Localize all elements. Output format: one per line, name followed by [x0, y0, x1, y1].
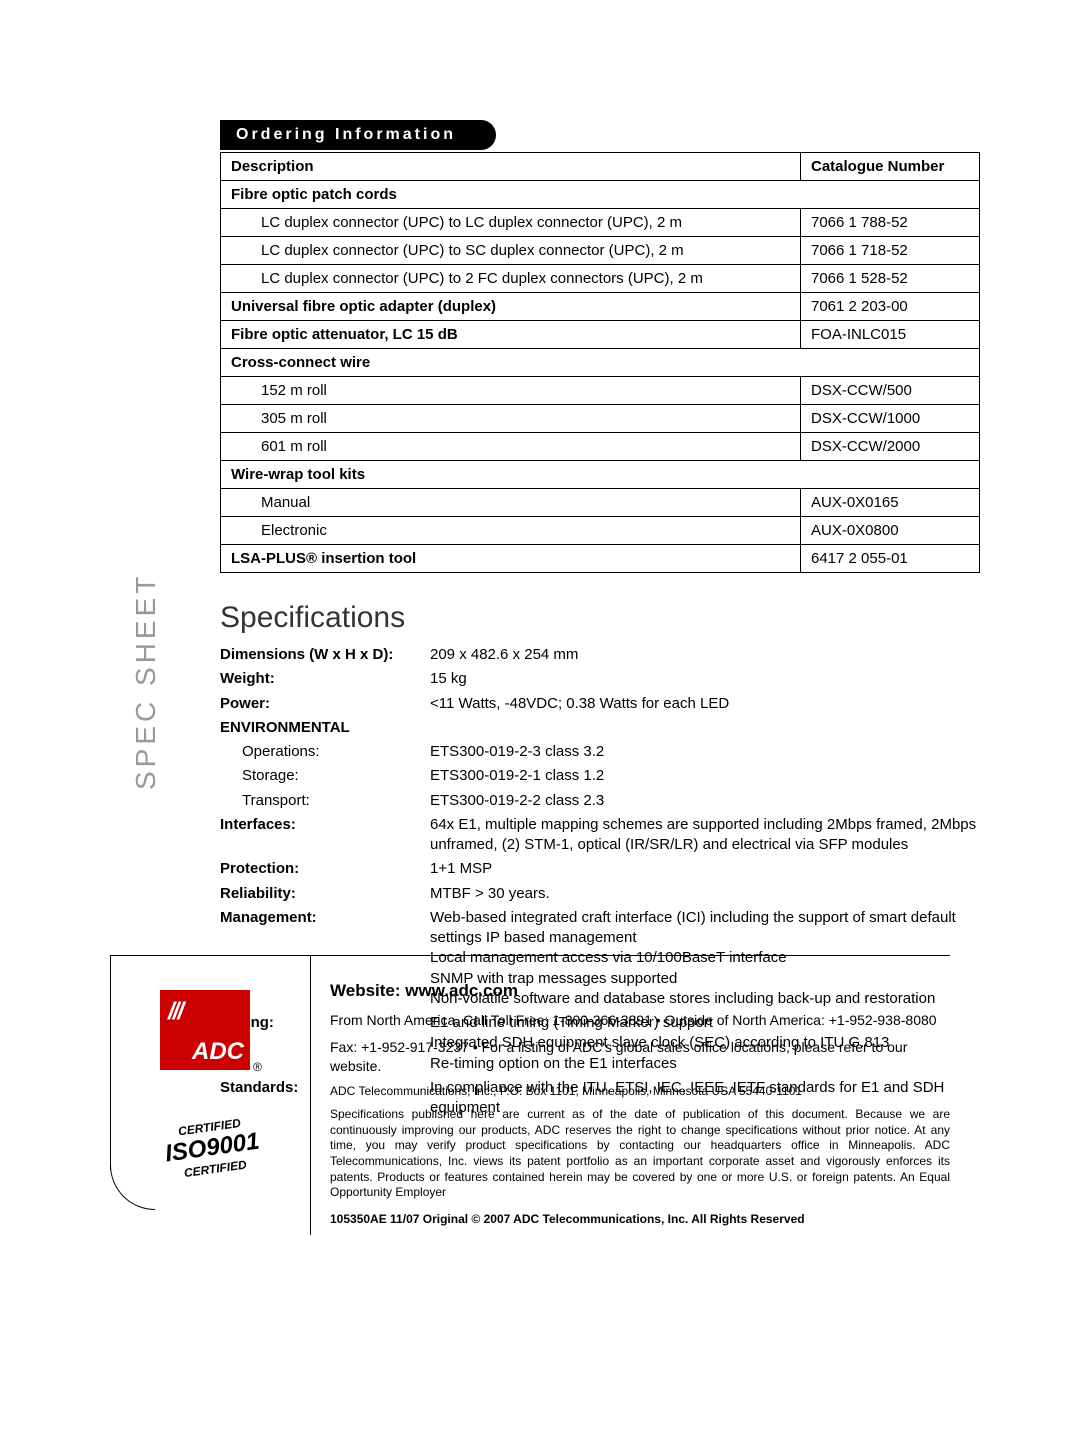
- spec-label: Reliability:: [220, 884, 430, 904]
- spec-row: ENVIRONMENTAL: [220, 718, 980, 738]
- row-description: LC duplex connector (UPC) to LC duplex c…: [221, 209, 801, 237]
- row-catalogue: 7066 1 528-52: [801, 265, 980, 293]
- table-row: 152 m rollDSX-CCW/500: [221, 377, 980, 405]
- spec-value: <11 Watts, -48VDC; 0.38 Watts for each L…: [430, 694, 980, 714]
- doc-number: 105350AE 11/07 Original © 2007 ADC Telec…: [330, 1211, 950, 1227]
- row-catalogue: 6417 2 055-01: [801, 545, 980, 573]
- spec-label: Storage:: [220, 766, 430, 786]
- footer: /// ADC CERTIFIED ISO9001 CERTIFIED Webs…: [130, 980, 950, 1235]
- spec-row: Power:<11 Watts, -48VDC; 0.38 Watts for …: [220, 694, 980, 714]
- spec-value: ETS300-019-2-1 class 1.2: [430, 766, 980, 786]
- spec-label: Power:: [220, 694, 430, 714]
- row-catalogue: DSX-CCW/2000: [801, 433, 980, 461]
- spec-row: Dimensions (W x H x D):209 x 482.6 x 254…: [220, 645, 980, 665]
- address-line: ADC Telecommunications, Inc., P.O. Box 1…: [330, 1084, 950, 1100]
- logo-text: ADC: [192, 1038, 244, 1066]
- row-description: Manual: [221, 489, 801, 517]
- spec-label: ENVIRONMENTAL: [220, 718, 430, 738]
- table-row: LSA-PLUS® insertion tool6417 2 055-01: [221, 545, 980, 573]
- spec-value: MTBF > 30 years.: [430, 884, 980, 904]
- table-row: Fibre optic attenuator, LC 15 dBFOA-INLC…: [221, 321, 980, 349]
- row-catalogue: AUX-0X0800: [801, 517, 980, 545]
- row-catalogue: 7066 1 718-52: [801, 237, 980, 265]
- spec-row: Operations:ETS300-019-2-3 class 3.2: [220, 742, 980, 762]
- row-catalogue: DSX-CCW/1000: [801, 405, 980, 433]
- row-description: Wire-wrap tool kits: [221, 461, 980, 489]
- col-catalogue: Catalogue Number: [801, 153, 980, 181]
- side-label: SPEC SHEET: [130, 573, 162, 790]
- col-description: Description: [221, 153, 801, 181]
- spec-row: Storage:ETS300-019-2-1 class 1.2: [220, 766, 980, 786]
- table-row: Wire-wrap tool kits: [221, 461, 980, 489]
- ordering-table: Description Catalogue Number Fibre optic…: [220, 152, 980, 573]
- row-description: LSA-PLUS® insertion tool: [221, 545, 801, 573]
- row-description: LC duplex connector (UPC) to 2 FC duplex…: [221, 265, 801, 293]
- spec-value: 1+1 MSP: [430, 859, 980, 879]
- iso-badge: CERTIFIED ISO9001 CERTIFIED: [162, 1114, 264, 1183]
- spec-value: ETS300-019-2-2 class 2.3: [430, 791, 980, 811]
- row-catalogue: 7066 1 788-52: [801, 209, 980, 237]
- table-row: Cross-connect wire: [221, 349, 980, 377]
- spec-label: Dimensions (W x H x D):: [220, 645, 430, 665]
- table-row: Fibre optic patch cords: [221, 181, 980, 209]
- website-line: Website: www.adc.com: [330, 980, 950, 1003]
- contact-line-1: From North America, Call Toll Free: 1-80…: [330, 1011, 950, 1030]
- spec-row: Protection:1+1 MSP: [220, 859, 980, 879]
- table-row: LC duplex connector (UPC) to SC duplex c…: [221, 237, 980, 265]
- fine-print: Specifications published here are curren…: [330, 1107, 950, 1201]
- spec-row: Weight:15 kg: [220, 669, 980, 689]
- row-catalogue: DSX-CCW/500: [801, 377, 980, 405]
- page-border-left: [110, 955, 111, 1170]
- row-description: Electronic: [221, 517, 801, 545]
- spec-row: Interfaces:64x E1, multiple mapping sche…: [220, 815, 980, 856]
- divider-horizontal: [110, 955, 950, 956]
- table-row: 305 m rollDSX-CCW/1000: [221, 405, 980, 433]
- table-row: ElectronicAUX-0X0800: [221, 517, 980, 545]
- table-row: LC duplex connector (UPC) to LC duplex c…: [221, 209, 980, 237]
- spec-value: [430, 718, 980, 738]
- spec-label: Interfaces:: [220, 815, 430, 856]
- specs-title: Specifications: [220, 601, 930, 635]
- table-row: ManualAUX-0X0165: [221, 489, 980, 517]
- row-description: LC duplex connector (UPC) to SC duplex c…: [221, 237, 801, 265]
- ordering-header: Ordering Information: [220, 120, 496, 150]
- spec-value: 64x E1, multiple mapping schemes are sup…: [430, 815, 980, 856]
- spec-value: 15 kg: [430, 669, 980, 689]
- row-description: 152 m roll: [221, 377, 801, 405]
- table-row: 601 m rollDSX-CCW/2000: [221, 433, 980, 461]
- row-catalogue: AUX-0X0165: [801, 489, 980, 517]
- row-catalogue: 7061 2 203-00: [801, 293, 980, 321]
- row-catalogue: FOA-INLC015: [801, 321, 980, 349]
- row-description: 305 m roll: [221, 405, 801, 433]
- row-description: Universal fibre optic adapter (duplex): [221, 293, 801, 321]
- row-description: Fibre optic patch cords: [221, 181, 980, 209]
- table-row: Universal fibre optic adapter (duplex)70…: [221, 293, 980, 321]
- row-description: Fibre optic attenuator, LC 15 dB: [221, 321, 801, 349]
- spec-label: Operations:: [220, 742, 430, 762]
- spec-label: Protection:: [220, 859, 430, 879]
- spec-row: Transport:ETS300-019-2-2 class 2.3: [220, 791, 980, 811]
- spec-row: Reliability:MTBF > 30 years.: [220, 884, 980, 904]
- adc-logo: /// ADC: [160, 990, 250, 1070]
- logo-stripes-icon: ///: [168, 998, 182, 1026]
- table-row: LC duplex connector (UPC) to 2 FC duplex…: [221, 265, 980, 293]
- contact-line-2: Fax: +1-952-917-3237 • For a listing of …: [330, 1038, 950, 1076]
- row-description: Cross-connect wire: [221, 349, 980, 377]
- spec-value: ETS300-019-2-3 class 3.2: [430, 742, 980, 762]
- spec-label: Transport:: [220, 791, 430, 811]
- spec-label: Weight:: [220, 669, 430, 689]
- row-description: 601 m roll: [221, 433, 801, 461]
- spec-value: 209 x 482.6 x 254 mm: [430, 645, 980, 665]
